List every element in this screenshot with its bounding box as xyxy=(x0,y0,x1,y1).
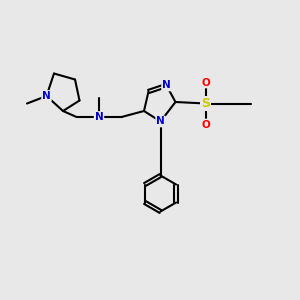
Text: N: N xyxy=(156,116,165,127)
Text: S: S xyxy=(201,97,210,110)
Text: N: N xyxy=(94,112,103,122)
Text: N: N xyxy=(162,80,171,91)
Text: O: O xyxy=(201,119,210,130)
Text: O: O xyxy=(201,77,210,88)
Text: N: N xyxy=(42,91,51,101)
